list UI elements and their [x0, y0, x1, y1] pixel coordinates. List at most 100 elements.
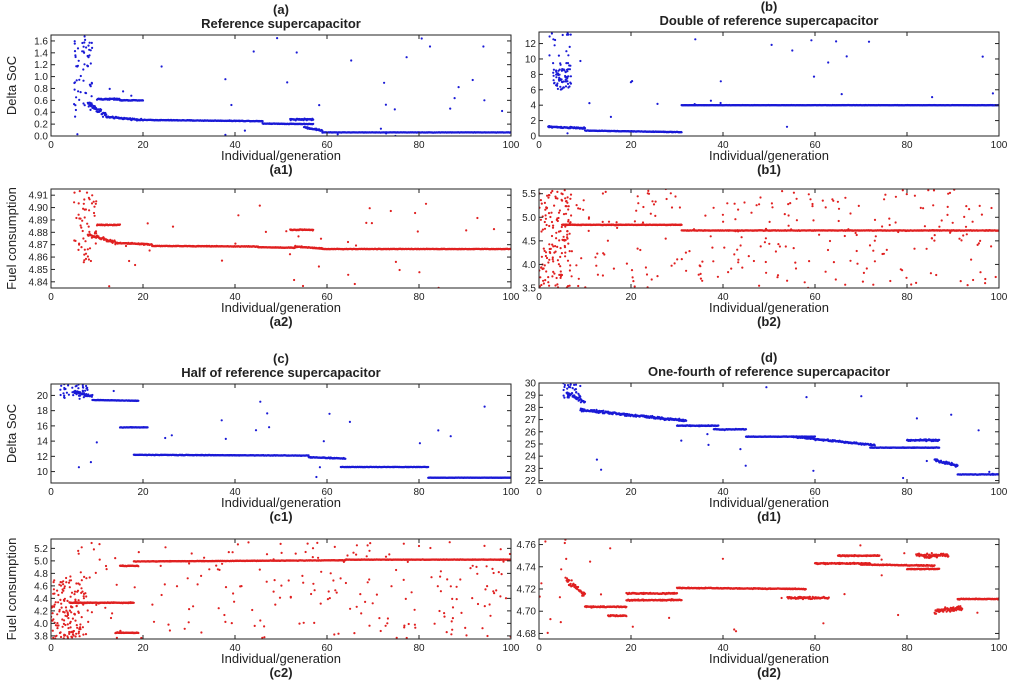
data-point — [609, 115, 613, 118]
data-point — [550, 211, 553, 214]
data-point — [555, 69, 558, 72]
data-point — [92, 211, 96, 215]
y-tick-label: 8 — [530, 70, 536, 81]
data-point — [405, 56, 408, 59]
data-point — [633, 220, 637, 223]
panel-b2: 0 20 40 60 80 1003.54.04.55.05.5Individual/ge… — [522, 188, 1008, 329]
data-point — [770, 202, 774, 205]
data-point — [453, 97, 456, 100]
data-point — [559, 270, 562, 273]
x-tick-label: 40 — [229, 292, 241, 303]
data-point — [901, 189, 904, 192]
data-point — [994, 275, 997, 279]
data-point — [789, 202, 792, 205]
data-point — [559, 85, 562, 88]
data-point — [979, 239, 982, 242]
data-point — [873, 260, 877, 263]
data-point — [721, 213, 725, 216]
data-point — [83, 41, 86, 44]
data-point — [787, 224, 790, 227]
data-point — [556, 190, 559, 193]
y-tick-label: 2 — [530, 116, 536, 127]
data-point — [824, 206, 827, 209]
data-point — [930, 237, 933, 240]
data-point — [75, 79, 78, 82]
data-point — [795, 219, 799, 222]
data-point — [946, 205, 949, 208]
data-point — [905, 193, 908, 196]
data-point — [97, 108, 100, 111]
data-point — [234, 242, 237, 245]
data-point — [74, 55, 77, 59]
x-tick-label: 40 — [717, 292, 729, 303]
data-point — [548, 258, 551, 261]
data-point — [77, 90, 80, 93]
data-point — [128, 259, 131, 263]
x-tick-label: 40 — [229, 140, 241, 151]
data-point — [854, 231, 857, 235]
data-point — [739, 244, 742, 247]
data-point — [855, 249, 858, 253]
data-point — [856, 262, 859, 265]
data-point — [544, 254, 548, 258]
data-point — [577, 277, 580, 280]
data-point — [554, 38, 557, 42]
data-point — [565, 50, 568, 53]
data-point — [543, 227, 547, 230]
y-tick-label: 3.5 — [522, 284, 536, 295]
data-point — [566, 236, 569, 239]
data-point — [336, 133, 339, 136]
data-point — [929, 272, 933, 275]
data-point — [82, 202, 85, 205]
data-point — [108, 87, 111, 90]
y-tick-label: 4.5 — [522, 236, 536, 247]
panel-sublabel: (b1) — [757, 162, 781, 177]
data-point — [350, 59, 353, 62]
plot-frame — [538, 188, 1000, 289]
x-tick-label: 80 — [901, 140, 913, 151]
data-point — [88, 209, 91, 212]
data-point — [548, 243, 551, 246]
data-point — [130, 94, 133, 97]
data-point — [83, 248, 86, 251]
data-point — [712, 260, 715, 263]
data-point — [252, 50, 255, 53]
data-point — [556, 87, 560, 90]
data-point — [540, 202, 543, 205]
data-point — [83, 198, 86, 201]
data-point — [736, 248, 739, 251]
data-point — [551, 243, 554, 246]
data-point — [555, 76, 558, 79]
data-point — [665, 197, 668, 201]
data-point — [75, 216, 78, 220]
data-point — [557, 211, 561, 214]
data-point — [564, 212, 568, 215]
data-point — [81, 41, 84, 45]
data-point — [792, 247, 795, 250]
data-point — [75, 96, 78, 99]
data-point — [933, 239, 936, 242]
data-point — [888, 217, 891, 220]
data-point — [264, 230, 267, 233]
data-point — [547, 281, 550, 284]
data-point — [552, 79, 555, 82]
data-point — [904, 229, 908, 233]
data-point — [563, 189, 566, 192]
data-point — [554, 245, 557, 248]
data-point — [73, 201, 76, 204]
data-point — [759, 245, 762, 248]
data-point — [567, 242, 570, 245]
y-tick-label: 0.4 — [34, 108, 48, 119]
data-point — [555, 231, 558, 234]
data-point — [865, 267, 868, 270]
data-point — [398, 268, 401, 272]
data-point — [837, 219, 840, 223]
data-point — [261, 120, 264, 123]
data-point — [237, 214, 240, 217]
x-tick-label: 60 — [809, 140, 821, 151]
data-point — [420, 37, 423, 40]
data-point — [548, 35, 551, 38]
data-point — [726, 202, 729, 205]
data-point — [959, 280, 962, 283]
data-point — [543, 264, 546, 267]
